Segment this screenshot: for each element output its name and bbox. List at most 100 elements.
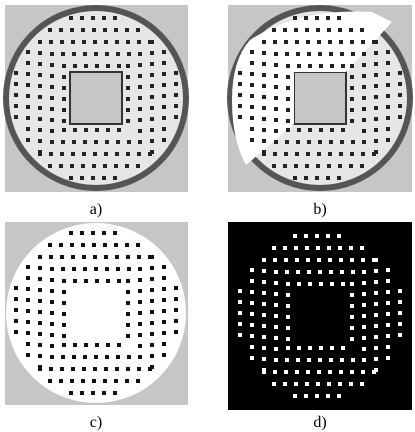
die-dot [174,308,178,312]
die-dot [250,83,254,87]
die-dot [328,258,332,262]
die-dot [14,319,18,323]
die-dot [117,64,121,68]
die-dot [38,365,42,369]
die-dot [305,164,309,168]
die-dot [308,64,312,68]
die-dot [374,117,378,121]
die-dot [50,355,54,359]
die-dot [102,16,106,20]
die-dot [38,288,42,292]
die-dot [340,52,344,56]
die-dot [398,115,402,119]
die-dot [136,28,140,32]
die-dot [38,354,42,358]
die-dot [262,139,266,143]
die-dot [304,16,308,20]
die-dot [26,342,30,346]
die-dot [274,129,278,133]
die-dot [162,83,166,87]
die-dot [286,346,290,350]
die-dot [83,140,87,144]
die-dot [350,152,354,156]
die-dot [82,255,86,259]
die-dot [362,347,366,351]
die-dot [262,280,266,284]
die-dot [327,382,331,386]
die-dot [136,379,140,383]
die-dot [362,107,366,111]
die-dot [148,255,152,259]
die-dot [92,243,96,247]
die-dot [84,343,88,347]
die-dot [295,152,299,156]
die-dot [38,95,42,99]
die-dot [150,365,154,369]
die-dot [62,128,66,132]
die-dot [250,138,254,142]
die-dot [330,346,334,350]
die-dot [26,72,30,76]
die-dot [150,106,154,110]
die-dot [38,73,42,77]
die-dot [80,391,84,395]
die-dot [274,63,278,67]
die-dot [38,299,42,303]
die-dot [50,52,54,56]
die-dot [293,234,297,238]
die-dot [273,370,277,374]
die-dot [105,267,109,271]
die-dot [116,355,120,359]
die-dot [38,266,42,270]
die-dot [372,40,376,44]
die-dot [38,310,42,314]
die-dot [62,97,66,101]
die-dot [349,382,353,386]
die-dot [307,52,311,56]
die-dot [150,150,154,154]
die-dot [38,51,42,55]
die-dot [306,370,310,374]
die-dot [374,346,378,350]
die-dot [73,343,77,347]
die-dot [14,82,18,86]
die-dot [318,358,322,362]
die-dot [362,74,366,78]
die-dot [286,304,290,308]
die-dot [317,370,321,374]
die-dot [328,152,332,156]
die-dot [308,346,312,350]
die-dot [162,320,166,324]
die-dot [150,51,154,55]
die-dot [137,40,141,44]
die-dot [362,52,366,56]
die-dot [69,16,73,20]
die-dot [326,394,330,398]
die-dot [162,127,166,131]
die-dot [150,277,154,281]
die-dot [138,267,142,271]
die-dot [102,391,106,395]
panel-background [228,222,412,410]
die-dot [50,63,54,67]
die-dot [360,28,364,32]
die-dot [71,367,75,371]
die-dot [138,140,142,144]
die-dot [84,128,88,132]
die-dot [350,282,354,286]
die-dot [326,176,330,180]
die-dot [386,94,390,98]
die-dot [138,300,142,304]
die-dot [50,344,54,348]
die-dot [125,164,129,168]
die-dot [238,333,242,337]
die-dot [162,353,166,357]
die-dot [361,152,365,156]
die-dot [316,28,320,32]
die-dot [315,234,319,238]
die-dot [286,108,290,112]
die-dot [48,28,52,32]
die-dot [26,353,30,357]
die-dot [238,104,242,108]
